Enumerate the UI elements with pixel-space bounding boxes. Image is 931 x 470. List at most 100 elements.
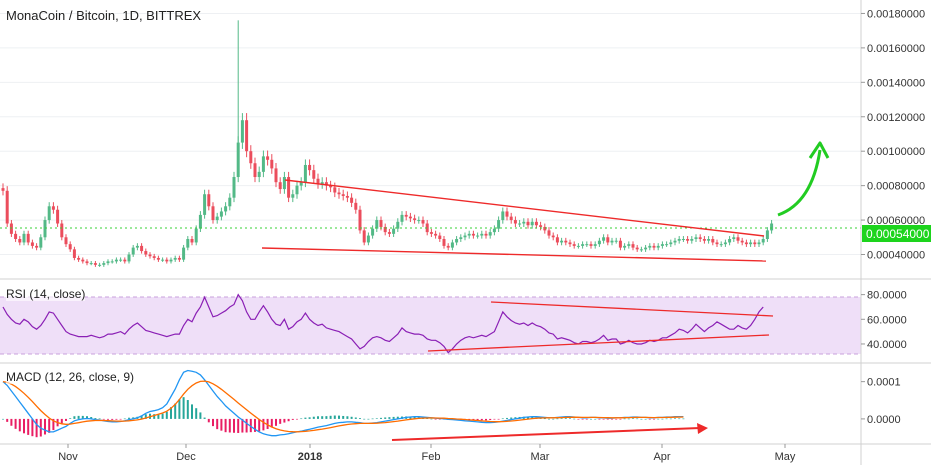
macd-divergence-arrow: [391, 427, 701, 441]
price-candle: [400, 214, 404, 222]
price-tick-label: 0.00180000: [867, 8, 925, 20]
macd-histogram-bar: [195, 408, 198, 419]
price-candle: [51, 206, 55, 210]
price-candle: [623, 245, 627, 248]
macd-histogram-bar: [170, 407, 172, 419]
macd-histogram-bar: [413, 416, 416, 419]
macd-histogram-bar: [606, 418, 609, 420]
price-candle: [765, 230, 769, 240]
price-candle: [152, 256, 156, 258]
price-candle: [736, 237, 740, 241]
macd-histogram-bar: [123, 418, 126, 420]
macd-histogram-bar: [165, 411, 168, 419]
rsi-axis[interactable]: 40.0000 60.0000 80.0000: [861, 290, 907, 351]
macd-histogram-bar: [304, 417, 307, 419]
price-candle: [551, 235, 555, 238]
macd-histogram-bar: [254, 418, 256, 432]
price-candle: [497, 220, 501, 229]
price-tick-label: 0.00080000: [867, 181, 925, 193]
time-axis[interactable]: Nov Dec 2018 Feb Mar Apr May: [58, 444, 796, 463]
macd-histogram-bar: [489, 418, 492, 421]
price-candle: [644, 247, 648, 250]
price-candle: [5, 190, 9, 224]
macd-histogram-bar: [619, 418, 622, 420]
price-candle: [345, 195, 349, 198]
macd-histogram-bar: [77, 415, 80, 419]
price-candle: [543, 226, 547, 231]
price-candle: [648, 245, 652, 248]
macd-histogram-bar: [430, 418, 433, 420]
price-candle: [64, 237, 68, 245]
price-candle: [1, 188, 5, 191]
rsi-band: [0, 297, 861, 354]
macd-tick-label: 0.0000: [867, 414, 901, 426]
macd-arrowhead-icon: [697, 423, 708, 434]
price-candle: [194, 228, 198, 243]
price-candle: [749, 242, 753, 245]
macd-histogram-bar: [602, 418, 605, 420]
macd-histogram-bar: [317, 416, 319, 419]
price-candle: [228, 197, 232, 207]
macd-histogram-bar: [94, 418, 97, 419]
macd-histogram-bar: [627, 418, 630, 420]
price-candle: [639, 249, 643, 251]
price-candle: [274, 168, 278, 183]
price-candle: [396, 221, 400, 229]
price-candle: [22, 233, 26, 243]
price-candle: [408, 216, 412, 219]
macd-histogram-bar: [2, 418, 4, 420]
macd-histogram-bar: [556, 418, 559, 420]
price-candle: [110, 261, 114, 263]
breakout-arrowhead-icon: [808, 141, 830, 159]
macd-histogram-bar: [548, 418, 550, 420]
price-candle: [47, 206, 51, 221]
macd-histogram-bar: [262, 418, 265, 431]
macd-axis[interactable]: 0.0000 0.0001: [861, 377, 901, 426]
macd-histogram-bar: [581, 418, 584, 420]
price-candle: [711, 239, 715, 243]
rsi-pane[interactable]: [0, 293, 861, 355]
macd-histogram-bar: [6, 418, 9, 422]
macd-histogram-bar: [384, 417, 387, 419]
macd-histogram-bar: [669, 418, 672, 420]
price-candle: [425, 223, 429, 233]
price-candle: [14, 233, 18, 240]
macd-histogram-bar: [493, 418, 496, 420]
macd-histogram-bar: [153, 414, 156, 419]
price-candle: [207, 194, 211, 207]
macd-histogram-bar: [590, 418, 592, 420]
macd-histogram-bar: [81, 415, 84, 419]
price-candle: [43, 220, 47, 238]
price-candle: [354, 202, 358, 210]
price-candle: [320, 182, 324, 184]
price-candle: [106, 261, 110, 264]
price-candle: [291, 194, 295, 198]
price-candle: [358, 209, 362, 231]
price-candle: [186, 239, 190, 248]
price-candle: [589, 244, 593, 246]
macd-histogram-bar: [438, 418, 441, 420]
signal-line: [2, 380, 684, 433]
wedge-upper-trendline: [284, 179, 765, 237]
macd-histogram-bar: [396, 416, 399, 419]
price-candle: [161, 259, 165, 261]
price-candle: [509, 216, 513, 221]
price-axis[interactable]: 0.00040000 0.00060000 0.00080000 0.00100000…: [861, 8, 925, 262]
price-candle: [450, 242, 454, 248]
macd-histogram-bar: [31, 418, 34, 437]
price-pane[interactable]: [0, 12, 861, 267]
price-candle: [329, 185, 333, 188]
price-candle: [455, 239, 459, 243]
price-candle: [744, 242, 748, 245]
price-candle: [740, 240, 744, 243]
macd-pane[interactable]: [2, 369, 708, 441]
macd-histogram-bar: [144, 414, 147, 419]
price-candle: [379, 220, 383, 227]
price-candle: [287, 177, 291, 198]
macd-histogram-bar: [350, 416, 353, 419]
macd-histogram-bar: [111, 418, 114, 420]
price-candle: [660, 244, 664, 246]
macd-histogram-bar: [161, 413, 164, 419]
price-candle: [505, 211, 509, 217]
